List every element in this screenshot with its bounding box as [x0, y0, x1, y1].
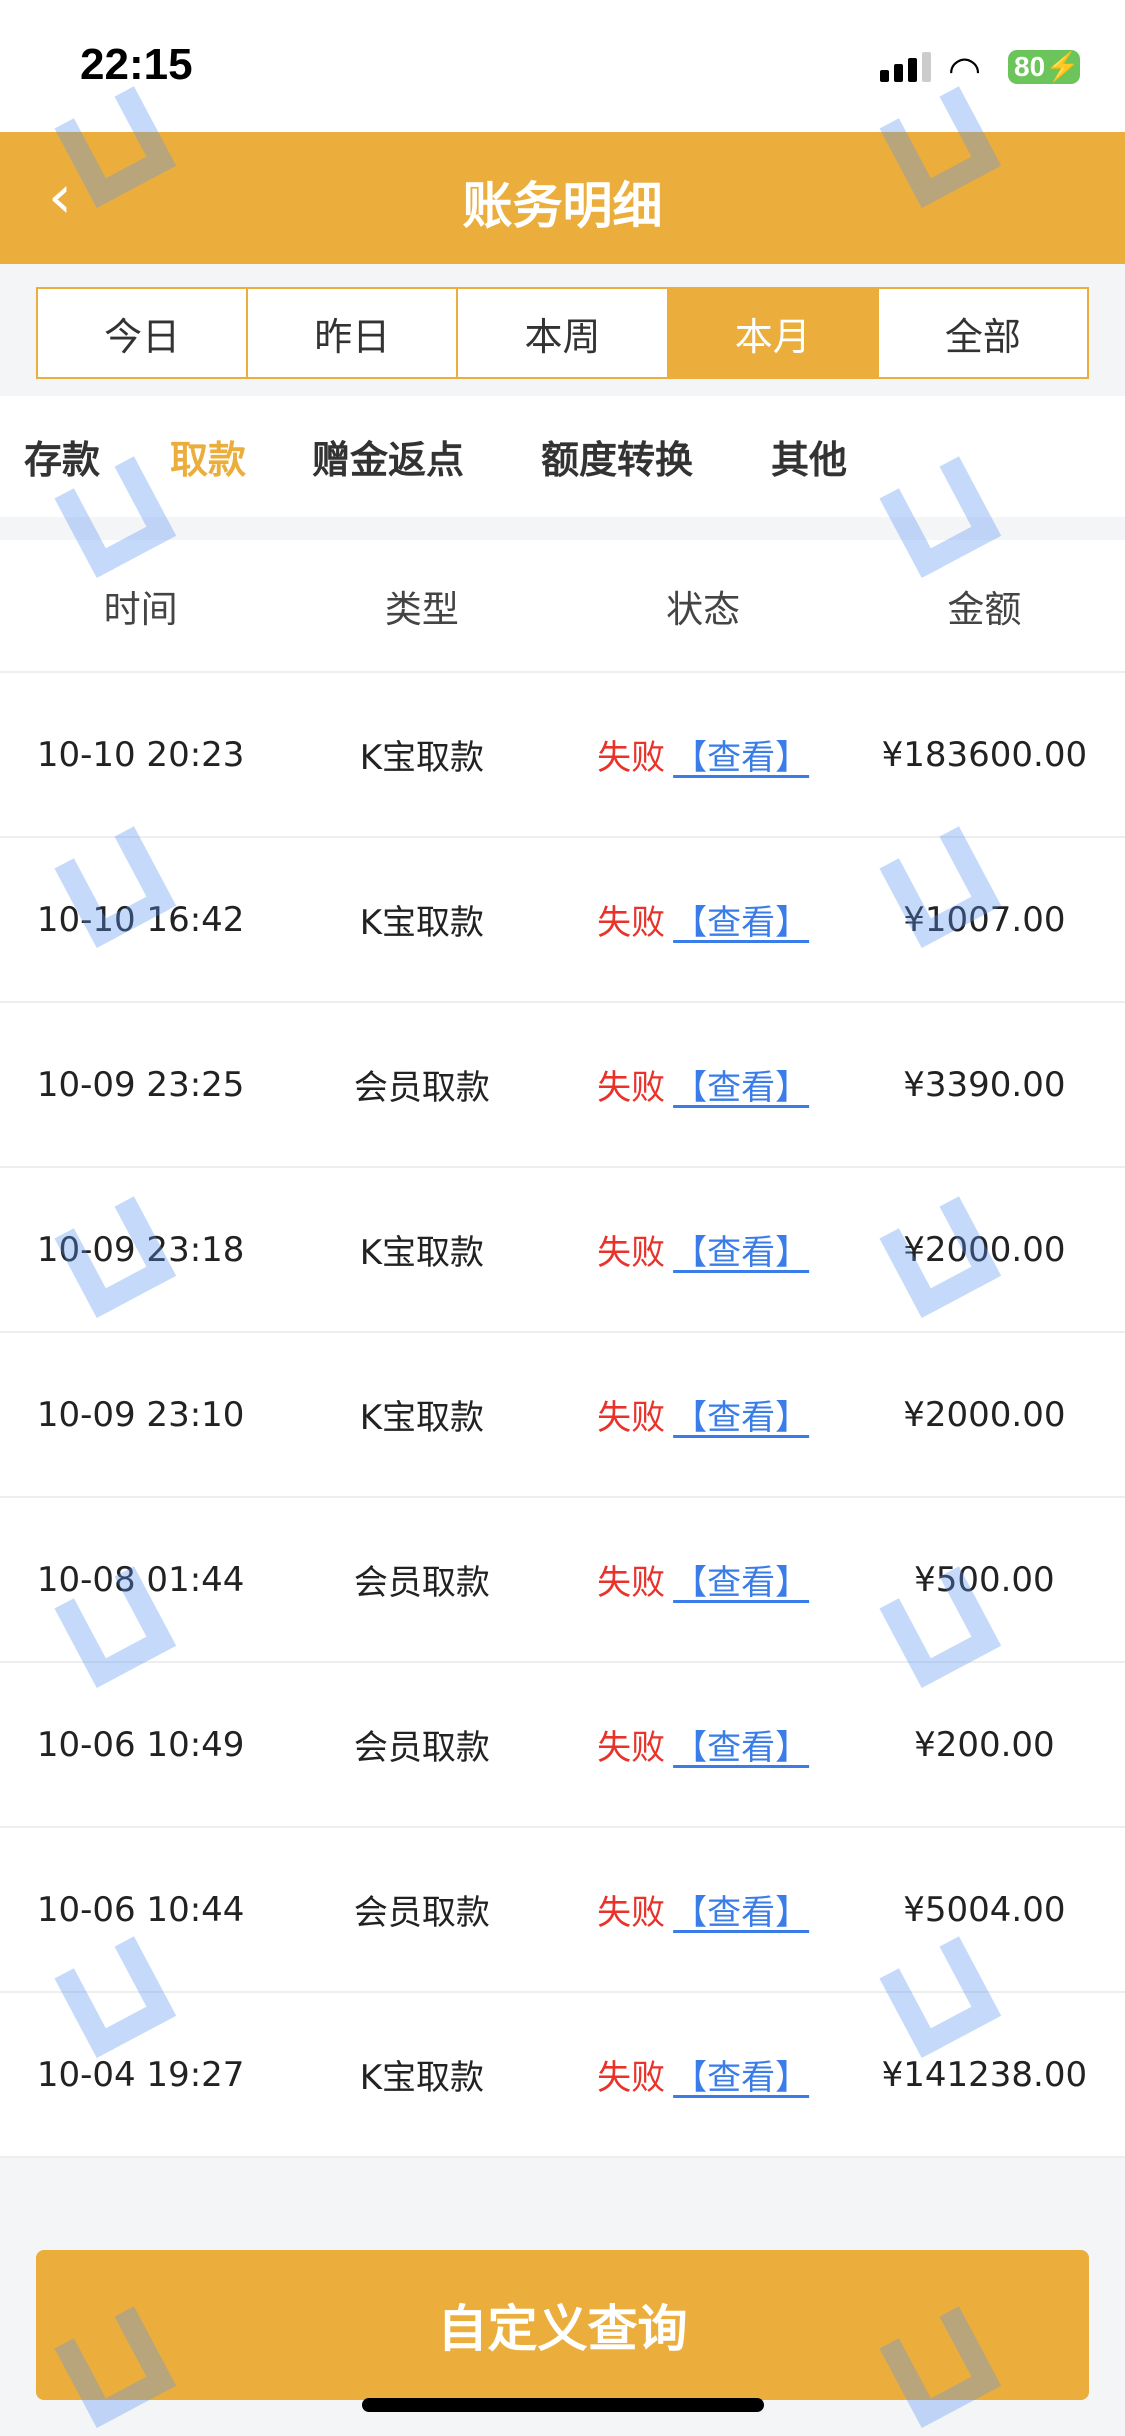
view-link[interactable]: 【查看】	[673, 738, 810, 778]
tab-withdraw[interactable]: 取款	[170, 438, 247, 482]
status-failed: 失败	[597, 2058, 666, 2098]
status-failed: 失败	[597, 738, 666, 778]
row-type: K宝取款	[359, 1398, 485, 1438]
table-row: 10-09 23:18 K宝取款 失败 【查看】 ¥2000.00	[0, 1168, 1125, 1333]
view-link[interactable]: 【查看】	[673, 903, 810, 943]
view-link[interactable]: 【查看】	[673, 1728, 810, 1768]
view-link[interactable]: 【查看】	[673, 1068, 810, 1108]
view-link[interactable]: 【查看】	[673, 1893, 810, 1933]
table-header: 时间 类型 状态 金额	[0, 540, 1125, 673]
row-amount: ¥5004.00	[903, 1889, 1066, 1930]
tab-other[interactable]: 其他	[771, 438, 848, 482]
table-row: 10-09 23:10 K宝取款 失败 【查看】 ¥2000.00	[0, 1333, 1125, 1498]
chevron-left-icon[interactable]: ‹	[48, 162, 72, 232]
home-indicator	[362, 2398, 764, 2412]
page-title: 账务明细	[462, 177, 663, 235]
row-type: 会员取款	[353, 1728, 490, 1768]
row-time: 10-06 10:44	[36, 1889, 245, 1930]
col-status: 状态	[666, 587, 741, 631]
tab-deposit[interactable]: 存款	[24, 438, 101, 482]
tab-yesterday[interactable]: 昨日	[248, 289, 459, 377]
tab-today[interactable]: 今日	[38, 289, 249, 377]
row-time: 10-10 20:23	[36, 734, 245, 775]
row-type: 会员取款	[353, 1563, 490, 1603]
row-type: 会员取款	[353, 1068, 490, 1108]
row-status: 失败 【查看】	[563, 895, 844, 944]
status-failed: 失败	[597, 1398, 666, 1438]
row-status: 失败 【查看】	[563, 1225, 844, 1274]
table-row: 10-08 01:44 会员取款 失败 【查看】 ¥500.00	[0, 1498, 1125, 1663]
col-time: 时间	[103, 587, 178, 631]
table-row: 10-06 10:49 会员取款 失败 【查看】 ¥200.00	[0, 1663, 1125, 1828]
row-time: 10-08 01:44	[36, 1559, 245, 1600]
table-row: 10-10 16:42 K宝取款 失败 【查看】 ¥1007.00	[0, 838, 1125, 1003]
battery-level: 80	[1014, 51, 1046, 82]
view-link[interactable]: 【查看】	[673, 1398, 810, 1438]
status-failed: 失败	[597, 1233, 666, 1273]
row-amount: ¥183600.00	[881, 734, 1088, 775]
row-type: K宝取款	[359, 738, 485, 778]
row-status: 失败 【查看】	[563, 2050, 844, 2099]
table-row: 10-04 19:27 K宝取款 失败 【查看】 ¥141238.00	[0, 1993, 1125, 2158]
row-type: K宝取款	[359, 2058, 485, 2098]
tab-this-month[interactable]: 本月	[668, 289, 879, 377]
table-row: 10-09 23:25 会员取款 失败 【查看】 ¥3390.00	[0, 1003, 1125, 1168]
row-amount: ¥2000.00	[903, 1229, 1066, 1270]
col-amount: 金额	[947, 587, 1022, 631]
row-time: 10-09 23:25	[36, 1064, 245, 1105]
signal-icon	[880, 52, 931, 82]
status-failed: 失败	[597, 1068, 666, 1108]
view-link[interactable]: 【查看】	[673, 1563, 810, 1603]
transactions-table: 时间 类型 状态 金额 10-10 20:23 K宝取款 失败 【查看】 ¥183…	[0, 540, 1125, 2158]
status-bar: 22:15 ◠ 80⚡	[0, 0, 1125, 132]
row-type: K宝取款	[359, 903, 485, 943]
row-type: 会员取款	[353, 1893, 490, 1933]
row-time: 10-09 23:18	[36, 1229, 245, 1270]
row-time: 10-10 16:42	[36, 899, 245, 940]
status-failed: 失败	[597, 1563, 666, 1603]
tab-credit-transfer[interactable]: 额度转换	[541, 438, 694, 482]
category-tabs: 存款 取款 赠金返点 额度转换 其他	[0, 396, 1125, 517]
row-status: 失败 【查看】	[563, 1060, 844, 1109]
row-status: 失败 【查看】	[563, 1555, 844, 1604]
tab-bonus-rebate[interactable]: 赠金返点	[312, 438, 465, 482]
view-link[interactable]: 【查看】	[673, 1233, 810, 1273]
status-failed: 失败	[597, 1893, 666, 1933]
row-amount: ¥2000.00	[903, 1394, 1066, 1435]
row-time: 10-06 10:49	[36, 1724, 245, 1765]
col-type: 类型	[384, 587, 459, 631]
battery-icon: 80⚡	[1008, 50, 1080, 84]
row-amount: ¥200.00	[914, 1724, 1055, 1765]
custom-query-button[interactable]: 自定义查询	[36, 2250, 1089, 2400]
row-amount: ¥141238.00	[881, 2054, 1088, 2095]
tab-this-week[interactable]: 本周	[458, 289, 669, 377]
row-type: K宝取款	[359, 1233, 485, 1273]
nav-header: ‹ 账务明细	[0, 132, 1125, 264]
row-status: 失败 【查看】	[563, 730, 844, 779]
status-failed: 失败	[597, 903, 666, 943]
period-tabs: 今日 昨日 本周 本月 全部	[36, 287, 1089, 379]
row-time: 10-09 23:10	[36, 1394, 245, 1435]
row-time: 10-04 19:27	[36, 2054, 245, 2095]
row-amount: ¥1007.00	[903, 899, 1066, 940]
tab-all[interactable]: 全部	[944, 314, 1021, 359]
wifi-icon: ◠	[948, 48, 982, 92]
table-row: 10-06 10:44 会员取款 失败 【查看】 ¥5004.00	[0, 1828, 1125, 1993]
row-status: 失败 【查看】	[563, 1885, 844, 1934]
row-amount: ¥3390.00	[903, 1064, 1066, 1105]
table-row: 10-10 20:23 K宝取款 失败 【查看】 ¥183600.00	[0, 673, 1125, 838]
status-time: 22:15	[80, 40, 193, 89]
row-status: 失败 【查看】	[563, 1720, 844, 1769]
status-failed: 失败	[597, 1728, 666, 1768]
row-amount: ¥500.00	[914, 1559, 1055, 1600]
row-status: 失败 【查看】	[563, 1390, 844, 1439]
view-link[interactable]: 【查看】	[673, 2058, 810, 2098]
